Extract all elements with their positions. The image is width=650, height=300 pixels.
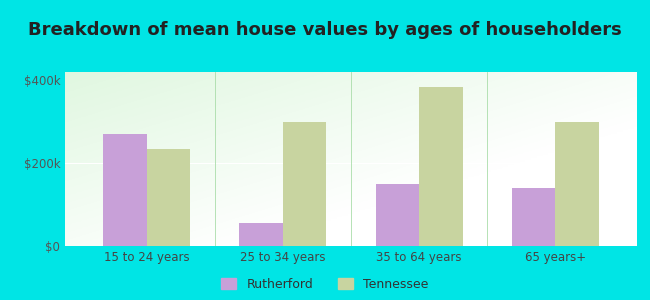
Bar xyxy=(283,122,326,246)
Legend: Rutherford, Tennessee: Rutherford, Tennessee xyxy=(222,278,428,291)
Bar xyxy=(419,86,463,246)
Bar xyxy=(103,134,147,246)
Bar xyxy=(555,122,599,246)
Bar xyxy=(512,188,555,246)
Bar xyxy=(239,223,283,246)
Text: Breakdown of mean house values by ages of householders: Breakdown of mean house values by ages o… xyxy=(28,21,622,39)
Bar xyxy=(376,184,419,246)
Bar xyxy=(147,148,190,246)
